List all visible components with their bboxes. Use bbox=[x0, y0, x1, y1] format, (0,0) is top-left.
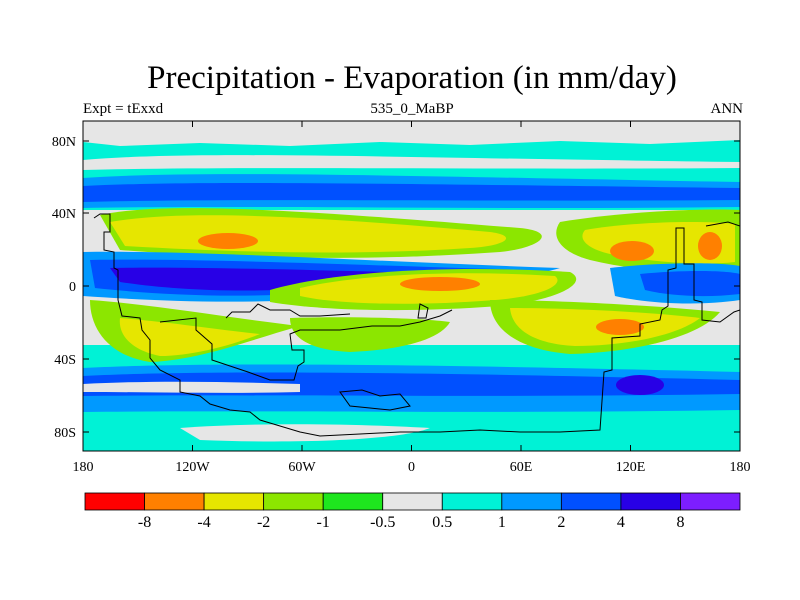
field-north-band-grey bbox=[83, 155, 740, 170]
field-ne-dry-max bbox=[610, 241, 654, 261]
x-tick-label: 120W bbox=[175, 460, 210, 475]
field-sw-dry-yellow bbox=[119, 318, 260, 356]
period-label: 535_0_MaBP bbox=[370, 101, 454, 117]
x-tick-label: 0 bbox=[408, 460, 415, 475]
y-tick-label: 40S bbox=[54, 353, 76, 368]
field-north-pole-land bbox=[83, 121, 740, 146]
field-ne-dry-max-2 bbox=[698, 232, 722, 260]
colorbar-label: 8 bbox=[676, 514, 684, 531]
colorbar-label: 0.5 bbox=[432, 514, 452, 531]
colorbar-swatch bbox=[322, 492, 384, 511]
y-tick-label: 40N bbox=[52, 207, 76, 222]
field-eq-dry-max bbox=[400, 277, 480, 291]
colorbar-swatch bbox=[263, 492, 324, 511]
field-south-grey-patch bbox=[83, 381, 300, 393]
colorbar-label: -8 bbox=[138, 514, 151, 531]
coastline-ne bbox=[705, 221, 740, 227]
map-field bbox=[83, 121, 740, 451]
colorbar-label: -4 bbox=[197, 514, 210, 531]
experiment-label: Expt = tExxd bbox=[83, 101, 164, 117]
colorbar-swatch bbox=[84, 492, 145, 511]
colorbar-swatch bbox=[382, 492, 443, 511]
colorbar-label: 2 bbox=[557, 514, 565, 531]
x-tick-label: 120E bbox=[616, 460, 646, 475]
y-tick-label: 80N bbox=[52, 135, 76, 150]
field-warmpool-core bbox=[640, 271, 740, 297]
colorbar-swatch bbox=[560, 492, 622, 511]
coastline-main bbox=[93, 213, 740, 437]
coastline-south-continent bbox=[159, 309, 453, 381]
x-tick-label: 60W bbox=[288, 460, 316, 475]
colorbar-label: -0.5 bbox=[370, 514, 395, 531]
colorbar-swatch bbox=[501, 492, 562, 511]
x-tick-label: 180 bbox=[73, 460, 94, 475]
colorbar-label: -2 bbox=[257, 514, 270, 531]
colorbar-swatch bbox=[680, 492, 741, 511]
colorbar-swatch bbox=[441, 492, 503, 511]
coastline-island-2 bbox=[417, 303, 429, 319]
field-se-dry-max bbox=[596, 319, 644, 335]
field-south-track-max bbox=[616, 375, 664, 395]
field-north-dry-max bbox=[198, 233, 258, 249]
coastline-ridge bbox=[225, 303, 351, 319]
coastline-island-1 bbox=[339, 389, 411, 411]
colorbar-swatch bbox=[620, 492, 681, 511]
season-label: ANN bbox=[710, 101, 744, 117]
colorbar-label: 4 bbox=[617, 514, 625, 531]
x-tick-label: 60E bbox=[510, 460, 533, 475]
coastlines bbox=[93, 213, 740, 437]
field-north-track-core bbox=[83, 182, 740, 202]
colorbar-label: 1 bbox=[498, 514, 506, 531]
x-tick-label: 180 bbox=[730, 460, 751, 475]
colorbar: -8 -4 -2 -1 -0.5 0.5 1 2 4 8 bbox=[84, 492, 741, 531]
y-tick-label: 80S bbox=[54, 426, 76, 441]
axis-ticks bbox=[82, 121, 741, 451]
colorbar-swatch bbox=[144, 492, 205, 511]
y-tick-label: 0 bbox=[69, 280, 76, 295]
colorbar-swatch bbox=[203, 492, 265, 511]
field-s-dry-green bbox=[290, 317, 450, 352]
map-title: Precipitation - Evaporation (in mm/day) bbox=[147, 60, 677, 96]
colorbar-label: -1 bbox=[317, 514, 330, 531]
